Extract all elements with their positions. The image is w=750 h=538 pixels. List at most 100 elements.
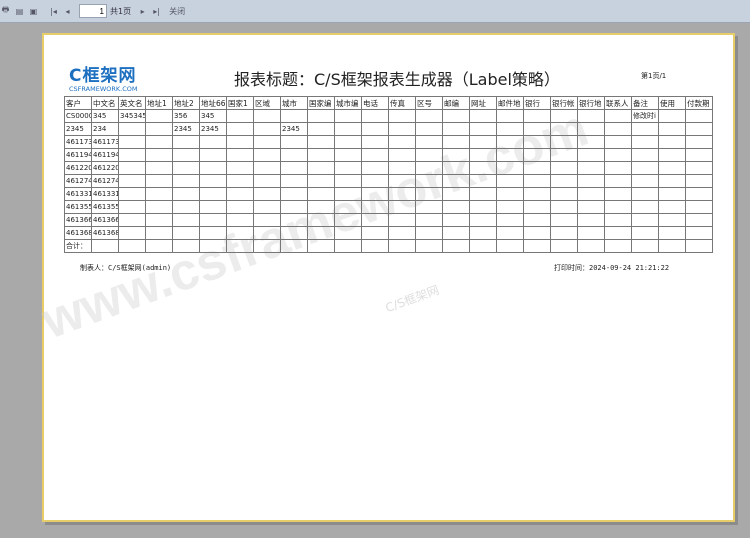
logo-sub: CSFRAMEWORK.COM xyxy=(69,85,138,93)
table-cell xyxy=(199,239,227,253)
table-cell xyxy=(280,148,308,162)
next-page-button[interactable]: ▸ xyxy=(140,6,145,16)
table-cell xyxy=(550,161,578,175)
table-cell xyxy=(496,122,524,136)
table-cell: 4612209 xyxy=(64,161,92,175)
table-cell xyxy=(550,187,578,201)
table-cell xyxy=(550,122,578,136)
table-cell xyxy=(172,161,200,175)
table-cell xyxy=(199,226,227,240)
column-header: 国家1 xyxy=(226,96,254,110)
table-row: 46117394611739 xyxy=(64,135,713,149)
last-page-button[interactable]: ▸| xyxy=(153,6,160,16)
table-cell xyxy=(280,200,308,214)
table-cell: 345 xyxy=(91,109,119,123)
table-cell xyxy=(388,161,416,175)
table-cell xyxy=(361,226,389,240)
table-row: 46127454612745 xyxy=(64,174,713,188)
table-cell xyxy=(523,213,551,227)
column-header: 地址66 xyxy=(199,96,227,110)
table-cell: 4612745 xyxy=(91,174,119,188)
table-cell xyxy=(631,187,659,201)
table-cell xyxy=(334,109,362,123)
close-button[interactable]: 关闭 xyxy=(169,6,186,16)
print-icon[interactable]: 🖶 xyxy=(1,5,10,14)
table-cell xyxy=(604,239,632,253)
table-cell xyxy=(361,187,389,201)
watermark-sub: C/S框架网 xyxy=(383,282,441,316)
table-cell: 2345 xyxy=(199,122,227,136)
prev-page-button[interactable]: ◂ xyxy=(65,6,70,16)
table-row: 46135534613553 xyxy=(64,200,713,214)
table-cell xyxy=(307,187,335,201)
table-cell xyxy=(388,148,416,162)
page-number-input[interactable] xyxy=(79,4,107,18)
table-cell xyxy=(685,213,713,227)
table-cell xyxy=(91,239,119,253)
table-cell xyxy=(118,226,146,240)
table-cell xyxy=(145,174,173,188)
table-cell xyxy=(469,135,497,149)
table-cell xyxy=(307,109,335,123)
table-cell xyxy=(577,148,605,162)
table-cell xyxy=(226,135,254,149)
table-cell xyxy=(145,161,173,175)
table-cell xyxy=(496,135,524,149)
table-cell xyxy=(280,109,308,123)
first-page-button[interactable]: |◂ xyxy=(50,6,57,16)
table-cell xyxy=(685,109,713,123)
fit-page-icon[interactable]: ▣ xyxy=(29,6,38,16)
column-header: 邮编 xyxy=(442,96,470,110)
table-cell xyxy=(550,200,578,214)
table-cell xyxy=(334,161,362,175)
table-cell xyxy=(145,148,173,162)
report-table: 客户 中文名 英文名 地址1 地址2 地址66 国家1 区域 城市 国家编 城市编 电话 传真 区号 邮编网… xyxy=(64,96,713,253)
table-cell xyxy=(172,226,200,240)
table-cell xyxy=(631,200,659,214)
table-cell xyxy=(442,135,470,149)
table-cell xyxy=(145,187,173,201)
table-cell xyxy=(145,122,173,136)
table-cell xyxy=(415,161,443,175)
table-cell xyxy=(307,226,335,240)
table-cell xyxy=(685,135,713,149)
table-cell xyxy=(631,213,659,227)
table-cell: 4611739 xyxy=(91,135,119,149)
table-cell xyxy=(415,187,443,201)
table-cell: 4612209 xyxy=(91,161,119,175)
table-cell xyxy=(145,200,173,214)
table-cell xyxy=(631,226,659,240)
table-cell xyxy=(685,239,713,253)
table-cell xyxy=(307,135,335,149)
table-cell xyxy=(631,174,659,188)
table-cell xyxy=(577,122,605,136)
table-cell xyxy=(577,226,605,240)
table-cell xyxy=(604,122,632,136)
table-cell xyxy=(550,213,578,227)
table-cell xyxy=(685,122,713,136)
table-cell xyxy=(658,161,686,175)
table-cell xyxy=(685,161,713,175)
column-header: 网址 xyxy=(469,96,497,110)
table-cell xyxy=(631,135,659,149)
table-cell xyxy=(415,148,443,162)
table-cell xyxy=(253,213,281,227)
table-cell xyxy=(334,226,362,240)
table-cell xyxy=(334,148,362,162)
page-setup-icon[interactable]: ▤ xyxy=(15,6,24,16)
table-cell xyxy=(226,148,254,162)
table-row: 46136644613664 xyxy=(64,213,713,227)
table-cell xyxy=(523,239,551,253)
table-cell xyxy=(361,148,389,162)
table-cell xyxy=(685,187,713,201)
table-cell xyxy=(685,200,713,214)
table-cell xyxy=(145,226,173,240)
table-cell xyxy=(523,174,551,188)
table-cell xyxy=(118,174,146,188)
table-cell: 4613553 xyxy=(91,200,119,214)
table-cell xyxy=(253,226,281,240)
table-cell xyxy=(685,148,713,162)
table-row: CS00000345345345356345修改时i xyxy=(64,109,713,123)
table-cell xyxy=(388,200,416,214)
table-cell xyxy=(658,122,686,136)
